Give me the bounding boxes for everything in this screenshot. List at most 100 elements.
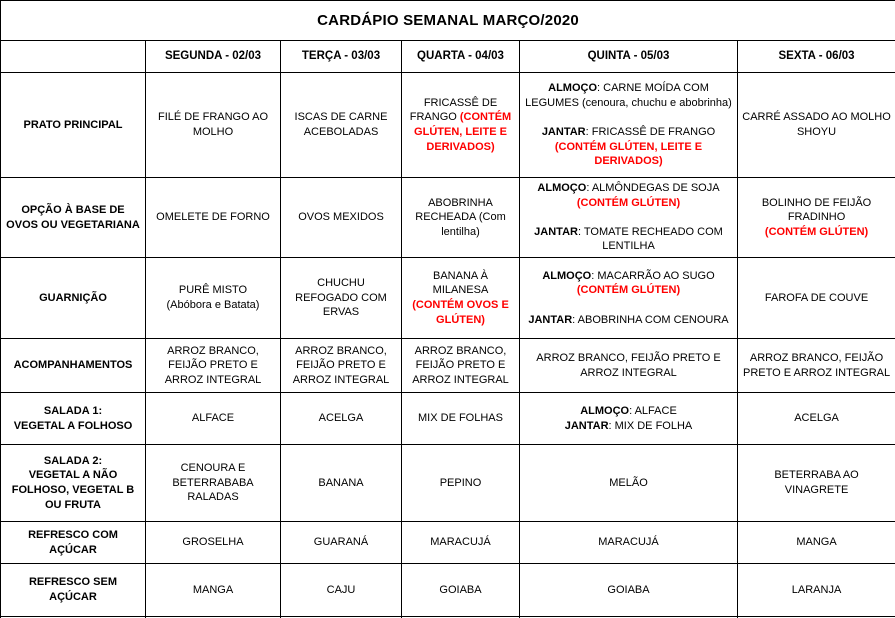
- row-label: REFRESCO COM AÇÚCAR: [0, 521, 146, 564]
- title-row: CARDÁPIO SEMANAL MARÇO/2020: [0, 0, 895, 41]
- menu-cell: GOIABA: [401, 563, 520, 617]
- row-label: ACOMPANHAMENTOS: [0, 338, 146, 393]
- cell-text: : MIX DE FOLHA: [608, 419, 693, 432]
- cell-text: : ABOBRINHA COM CENOURA: [572, 313, 729, 326]
- allergen-warning-text: (CONTÉM GLÚTEN): [576, 196, 681, 209]
- day-header-1: SEGUNDA - 02/03: [145, 40, 281, 73]
- cell-text: ARROZ BRANCO, FEIJÃO PRETO E ARROZ INTEG…: [164, 344, 262, 386]
- cell-text: ALMOÇO: [580, 404, 630, 417]
- cell-text: : ALMÔNDEGAS DE SOJA: [586, 182, 720, 195]
- cell-text: CHUCHU REFOGADO COM ERVAS: [295, 277, 387, 319]
- cell-text: ALMOÇO: [548, 82, 598, 95]
- day-header-4: QUINTA - 05/03: [519, 40, 738, 73]
- menu-cell: FAROFA DE COUVE: [736, 257, 895, 339]
- cell-text: MIX DE FOLHAS: [418, 412, 503, 425]
- cell-text: : CARNE MOÍDA COM LEGUMES (cenoura, chuc…: [525, 82, 732, 109]
- cell-text: ALMOÇO: [542, 269, 592, 282]
- cell-text: ACELGA: [318, 412, 364, 425]
- menu-cell: ARROZ BRANCO, FEIJÃO PRETO E ARROZ INTEG…: [145, 338, 281, 393]
- table-row: PRATO PRINCIPAL FILÉ DE FRANGO AO MOLHO IS…: [0, 72, 895, 178]
- menu-table-body: PRATO PRINCIPAL FILÉ DE FRANGO AO MOLHO IS…: [0, 72, 895, 618]
- cell-text: ARROZ BRANCO, FEIJÃO PRETO E ARROZ INTEG…: [412, 344, 509, 386]
- row-label: PRATO PRINCIPAL: [0, 72, 146, 178]
- menu-cell: BETERRABA AO VINAGRETE: [736, 444, 895, 522]
- menu-cell: ARROZ BRANCO, FEIJÃO PRETO E ARROZ INTEG…: [401, 338, 520, 393]
- menu-cell: ALMOÇO: ALFACE JANTAR: MIX DE FOLHA: [519, 392, 738, 445]
- cell-text: MARACUJÁ: [430, 536, 491, 549]
- cell-text: CENOURA E BETERRABABA RALADAS: [172, 462, 254, 504]
- header-row: SEGUNDA - 02/03 TERÇA - 03/03 QUARTA - 04/…: [0, 40, 895, 73]
- table-row: ACOMPANHAMENTOS ARROZ BRANCO, FEIJÃO PRET…: [0, 338, 895, 393]
- cell-text: ACELGA: [794, 412, 839, 425]
- cell-text: : MACARRÃO AO SUGO: [591, 269, 715, 282]
- cell-text: MARACUJÁ: [598, 536, 659, 549]
- cell-text: SALADA 2:: [43, 454, 103, 467]
- menu-cell: MELÃO: [519, 444, 738, 522]
- cell-text: ABOBRINHA RECHEADA (Com lentilha): [415, 196, 506, 238]
- row-label: GUARNIÇÃO: [0, 257, 146, 339]
- menu-cell: ARROZ BRANCO, FEIJÃO PRETO E ARROZ INTEG…: [519, 338, 738, 393]
- menu-cell: MANGA: [145, 563, 281, 617]
- cell-text: GUARANÁ: [313, 536, 369, 549]
- cell-text: MANGA: [796, 536, 837, 549]
- cell-text: PURÊ MISTO: [178, 284, 248, 297]
- menu-cell: ARROZ BRANCO, FEIJÃO PRETO E ARROZ INTEG…: [736, 338, 895, 393]
- cell-text: ALMOÇO: [537, 182, 587, 195]
- table-row: SALADA 1: VEGETAL A FOLHOSO ALFACE ACELGA MI…: [0, 392, 895, 445]
- menu-cell: CAJU: [280, 563, 402, 617]
- table-row: SALADA 2: VEGETAL A NÃO FOLHOSO, VEGETAL …: [0, 444, 895, 522]
- cell-text: VEGETAL A FOLHOSO: [13, 419, 133, 432]
- cell-text: CARRÉ ASSADO AO MOLHO SHOYU: [742, 111, 891, 138]
- day-header-5: SEXTA - 06/03: [736, 40, 895, 73]
- cell-text: REFRESCO SEM AÇÚCAR: [28, 576, 117, 603]
- cell-text: ISCAS DE CARNE ACEBOLADAS: [294, 111, 388, 138]
- row-label: SALADA 1: VEGETAL A FOLHOSO: [0, 392, 146, 445]
- menu-cell: CARRÉ ASSADO AO MOLHO SHOYU: [736, 72, 895, 178]
- menu-cell: ALFACE: [145, 392, 281, 445]
- menu-cell: GUARANÁ: [280, 521, 402, 564]
- menu-cell: GOIABA: [519, 563, 738, 617]
- cell-text: ARROZ BRANCO, FEIJÃO PRETO E ARROZ INTEG…: [742, 351, 891, 379]
- cell-text: FILÉ DE FRANGO AO MOLHO: [157, 111, 269, 138]
- menu-cell: MARACUJÁ: [401, 521, 520, 564]
- cell-text: ARROZ BRANCO, FEIJÃO PRETO E ARROZ INTEG…: [536, 351, 721, 379]
- menu-cell: ARROZ BRANCO, FEIJÃO PRETO E ARROZ INTEG…: [280, 338, 402, 393]
- menu-cell: ALMOÇO: ALMÔNDEGAS DE SOJA (CONTÉM GLÚTEN…: [519, 177, 738, 258]
- menu-cell: CHUCHU REFOGADO COM ERVAS: [280, 257, 402, 339]
- menu-cell: MARACUJÁ: [519, 521, 738, 564]
- menu-cell: FRICASSÊ DE FRANGO (CONTÉM GLÚTEN, LEITE…: [401, 72, 520, 178]
- cell-text: : FRICASSÊ DE FRANGO: [585, 126, 716, 138]
- allergen-warning-text: (CONTÉM OVOS E GLÚTEN): [412, 299, 509, 326]
- cell-text: BETERRABA AO VINAGRETE: [774, 469, 859, 496]
- menu-cell: CENOURA E BETERRABABA RALADAS: [145, 444, 281, 522]
- cell-text: GUARNIÇÃO: [39, 291, 107, 304]
- table-row: OPÇÃO À BASE DE OVOS OU VEGETARIANA OMELE…: [0, 177, 895, 258]
- menu-cell: PEPINO: [401, 444, 520, 522]
- menu-cell: BANANA À MILANESA (CONTÉM OVOS E GLÚTEN): [401, 257, 520, 339]
- cell-text: LARANJA: [791, 583, 842, 596]
- cell-text: JANTAR: [564, 419, 609, 432]
- menu-cell: BOLINHO DE FEIJÃO FRADINHO (CONTÉM GLÚTEN…: [736, 177, 895, 258]
- menu-cell: MANGA: [736, 521, 895, 564]
- cell-text: FRICASSÊ DE FRANGO: [409, 96, 498, 124]
- cell-text: : TOMATE RECHEADO COM LENTILHA: [577, 225, 723, 253]
- menu-cell: MIX DE FOLHAS: [401, 392, 520, 445]
- allergen-warning-text: (CONTÉM GLÚTEN, LEITE E DERIVADOS): [414, 111, 512, 153]
- menu-cell: GROSELHA: [145, 521, 281, 564]
- cell-text: BANANA À MILANESA: [432, 269, 489, 297]
- cell-text: (Abóbora e Batata): [166, 299, 260, 311]
- cell-text: GROSELHA: [182, 536, 244, 549]
- cell-text: REFRESCO COM AÇÚCAR: [28, 528, 118, 556]
- cell-text: ARROZ BRANCO, FEIJÃO PRETO E ARROZ INTEG…: [292, 344, 390, 386]
- day-header-3: QUARTA - 04/03: [401, 40, 520, 73]
- cell-text: PRATO PRINCIPAL: [23, 118, 123, 131]
- cell-text: PEPINO: [439, 476, 482, 489]
- cell-text: SALADA 1:: [43, 404, 103, 417]
- page-title: CARDÁPIO SEMANAL MARÇO/2020: [0, 0, 895, 41]
- menu-cell: ALMOÇO: MACARRÃO AO SUGO (CONTÉM GLÚTEN) J…: [519, 257, 738, 339]
- menu-cell: ALMOÇO: CARNE MOÍDA COM LEGUMES (cenoura…: [519, 72, 738, 178]
- cell-text: GOIABA: [439, 583, 482, 596]
- cell-text: VEGETAL A NÃO FOLHOSO, VEGETAL B OU FRUT…: [11, 469, 135, 511]
- menu-cell: BANANA: [280, 444, 402, 522]
